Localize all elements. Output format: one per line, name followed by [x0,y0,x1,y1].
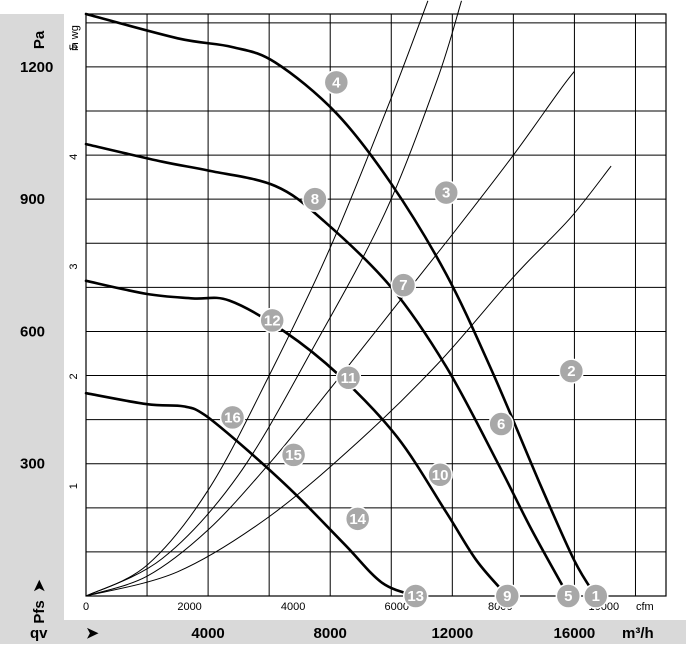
operating-point-label: 9 [503,588,511,605]
y-tick-inwg: 4 [68,154,80,160]
y-tick-inwg: 3 [68,264,80,270]
y-tick-pa: 1200 [20,59,53,76]
system-curve-line [85,0,429,597]
x-axis-unit-m3h: m³/h [622,625,654,642]
operating-point-marker [219,404,246,431]
operating-point-marker [558,358,585,384]
operating-point-label: 7 [399,277,407,294]
operating-point-label: 1 [592,588,600,605]
fan-curves [84,12,598,598]
operating-point-marker [390,272,417,298]
operating-point-label: 12 [264,312,281,329]
y-axis-unit-pa: Pa [31,30,48,49]
x-tick-cfm: 0 [83,601,89,613]
operating-point-marker [433,179,459,206]
left-axis-band [0,14,64,644]
y-tick-inwg: 5 [68,44,80,50]
system-curve-line [85,165,612,597]
operating-point-label: 11 [341,370,357,387]
y-axis-unit-inwg: in wg [69,25,81,51]
operating-point-marker [302,186,328,212]
operating-point-marker [402,583,429,609]
y-axis-arrow-icon: ➤ [31,579,48,592]
operating-point-label: 3 [442,185,450,202]
x-axis-symbol: qv [30,625,48,642]
y-tick-pa: 900 [20,191,45,208]
y-tick-inwg: 1 [68,483,80,489]
x-tick-m3h: 16000 [554,625,596,642]
y-tick-pa: 600 [20,323,45,340]
x-tick-m3h: 8000 [314,625,347,642]
operating-point-marker [555,583,582,609]
grid [86,14,666,596]
plot-border [85,13,667,597]
operating-point-marker [280,442,307,468]
x-tick-cfm: 2000 [177,601,201,613]
operating-point-label: 16 [224,409,241,426]
y-tick-inwg: 2 [68,373,80,379]
fan-curve-line [84,12,598,598]
operating-point-label: 4 [332,74,341,91]
system-curves [85,0,612,597]
x-tick-m3h: 12000 [431,625,473,642]
operating-point-label: 2 [567,363,575,380]
operating-point-marker [427,462,453,488]
operating-point-label: 10 [432,467,449,484]
system-curve-line [85,70,575,597]
operating-point-label: 13 [407,588,424,605]
bottom-axis-band [0,620,686,644]
operating-point-marker [583,583,609,609]
operating-point-label: 15 [285,447,302,464]
x-axis-unit-cfm: cfm [636,601,654,613]
x-tick-m3h: 4000 [191,625,224,642]
x-axis-arrow-icon: ➤ [86,625,99,642]
operating-point-label: 5 [564,588,572,605]
fan-curve-line [84,391,417,598]
y-axis-symbol: Pfs [31,600,48,623]
y-tick-pa: 300 [20,456,45,473]
x-tick-cfm: 6000 [384,601,408,613]
operating-point-marker [344,506,371,532]
operating-point-marker [323,69,350,96]
x-tick-cfm: 4000 [281,601,305,613]
fan-curve-line [84,279,509,598]
operating-point-label: 8 [311,191,319,208]
operating-point-marker [259,307,285,334]
operating-point-label: 14 [349,511,366,528]
operating-point-marker [335,365,362,391]
operating-point-marker [494,583,521,609]
operating-point-marker [488,411,514,437]
fan-curve-line [84,142,570,598]
system-curve-line [85,0,462,597]
operating-point-label: 6 [497,416,505,433]
